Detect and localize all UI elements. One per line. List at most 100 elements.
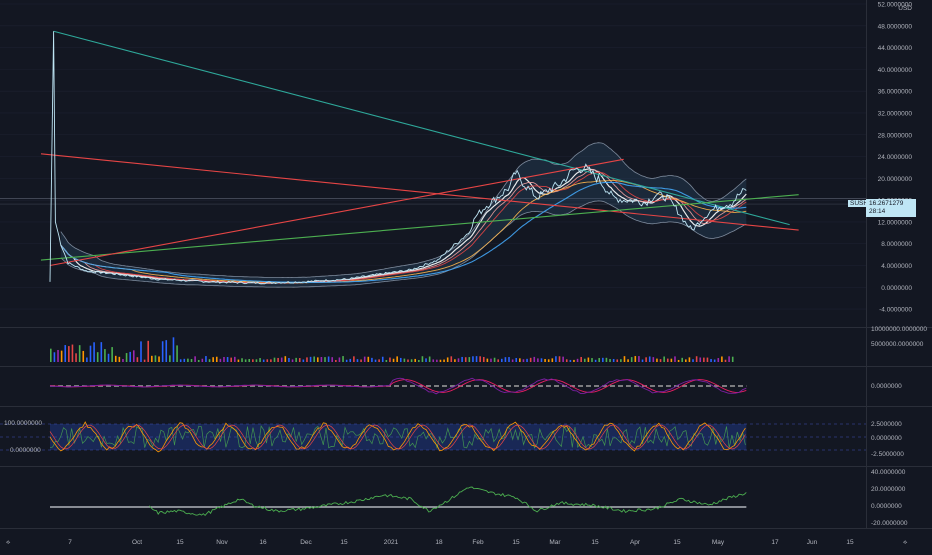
volume-bar <box>71 344 74 362</box>
volume-bar <box>324 357 326 362</box>
osc-label-40: 40.0000000 <box>871 469 906 476</box>
price-tick-label: 0.0000000 <box>881 285 912 292</box>
volume-bar <box>86 357 88 362</box>
volume-bar <box>169 355 171 362</box>
volume-bar <box>688 357 691 362</box>
volume-bar <box>573 359 575 362</box>
price-tick-label: 4.0000000 <box>881 263 912 270</box>
volume-bar <box>259 358 261 362</box>
volume-bar <box>122 358 124 362</box>
volume-bar <box>96 352 99 362</box>
trendlines[interactable] <box>40 30 799 267</box>
volume-bar <box>558 356 561 362</box>
volume-bar <box>501 358 503 362</box>
volume-bar <box>57 349 59 362</box>
volume-bar <box>363 356 366 362</box>
volume-bar <box>82 350 85 362</box>
volume-bar <box>154 355 157 362</box>
volume-bar <box>151 355 153 362</box>
volume-bar <box>717 358 720 362</box>
volume-bar <box>529 357 532 362</box>
volume-bar <box>410 359 413 362</box>
volume-bar <box>403 358 406 362</box>
volume-bar <box>100 342 103 362</box>
volume-bar <box>598 358 601 362</box>
volume-bar <box>620 359 622 362</box>
price-tick-label: 24.0000000 <box>878 154 913 161</box>
price-tick-label: 8.0000000 <box>881 241 912 248</box>
volume-bar <box>630 357 633 362</box>
volume-bar <box>695 356 698 362</box>
countdown-label: 28:14 <box>869 208 886 215</box>
currency-label: USD <box>898 5 912 12</box>
volume-bar <box>53 352 56 362</box>
price-tick-label: 44.0000000 <box>878 45 913 52</box>
volume-bar <box>284 356 287 362</box>
price-tick-label: -4.0000000 <box>879 307 912 314</box>
volume-bar <box>313 356 315 362</box>
volume-bar <box>475 356 478 362</box>
volume-bar <box>140 341 142 362</box>
volume-bar <box>327 356 330 362</box>
volume-bar <box>482 356 485 362</box>
trendline <box>49 158 624 267</box>
volume-bar <box>309 356 312 362</box>
volume-bar <box>699 357 702 362</box>
volume-bar <box>612 358 615 362</box>
a-icon[interactable]: ⟡ <box>903 539 908 546</box>
volume-bar <box>306 357 308 362</box>
volume-bar <box>504 357 507 362</box>
price-tick-label: 40.0000000 <box>878 67 913 74</box>
time-tick-label: 2021 <box>384 539 399 546</box>
volume-bar <box>627 359 629 362</box>
volume-bar <box>219 358 222 362</box>
volume-bar <box>197 359 200 362</box>
volume-bar <box>666 358 669 362</box>
volume-bar <box>490 358 492 362</box>
time-tick-label: 18 <box>435 539 443 546</box>
volume-bar <box>472 356 474 362</box>
volume-bar <box>432 359 435 362</box>
volume-bar <box>439 359 442 362</box>
volume-bar <box>60 350 63 362</box>
volume-bar <box>194 356 196 362</box>
trendline <box>53 30 790 226</box>
volume-bar <box>316 357 319 362</box>
volume-bar <box>497 359 499 362</box>
volume-bar <box>266 359 269 362</box>
volume-bar <box>533 356 536 362</box>
stochastic-pane <box>0 421 866 453</box>
volume-bar <box>565 359 568 362</box>
volume-bar <box>486 358 489 362</box>
volume-bar <box>540 358 543 362</box>
volume-bar <box>374 359 377 362</box>
volume-bar <box>143 359 146 362</box>
price-tick-label: 20.0000000 <box>878 176 913 183</box>
volume-bar <box>93 342 95 362</box>
volume-bar <box>356 359 359 362</box>
volume-bar <box>367 356 370 362</box>
volume-bar <box>656 358 658 362</box>
volume-bar <box>187 358 189 362</box>
moving-average-line <box>60 181 747 284</box>
volume-bar <box>302 359 305 362</box>
volume-bar <box>396 356 398 362</box>
time-axis[interactable]: 7 Oct 15 Nov 16 Dec 15 2021 18 Feb 15 Mar 15 Apr 15 May… <box>68 539 854 546</box>
volume-bar <box>685 359 687 362</box>
volume-bar <box>623 356 626 362</box>
time-tick-label: Apr <box>630 539 641 546</box>
volume-bar <box>223 356 225 362</box>
osc-label-20: 20.0000000 <box>871 486 906 493</box>
time-tick-label: Dec <box>300 539 312 546</box>
stoch-right-zero: 0.0000000 <box>871 435 902 442</box>
volume-bar <box>114 355 117 362</box>
volume-bar <box>713 359 716 362</box>
volume-bar <box>226 357 229 362</box>
time-tick-label: Nov <box>216 539 228 546</box>
z-icon[interactable]: ⟡ <box>6 539 11 546</box>
volume-bar <box>295 357 297 362</box>
volume-bar <box>710 358 712 362</box>
price-axis[interactable]: 52.0000000 48.0000000 44.0000000 40.0000000… <box>878 2 913 314</box>
volume-label-mid: 5000000.0000000 <box>871 341 924 348</box>
